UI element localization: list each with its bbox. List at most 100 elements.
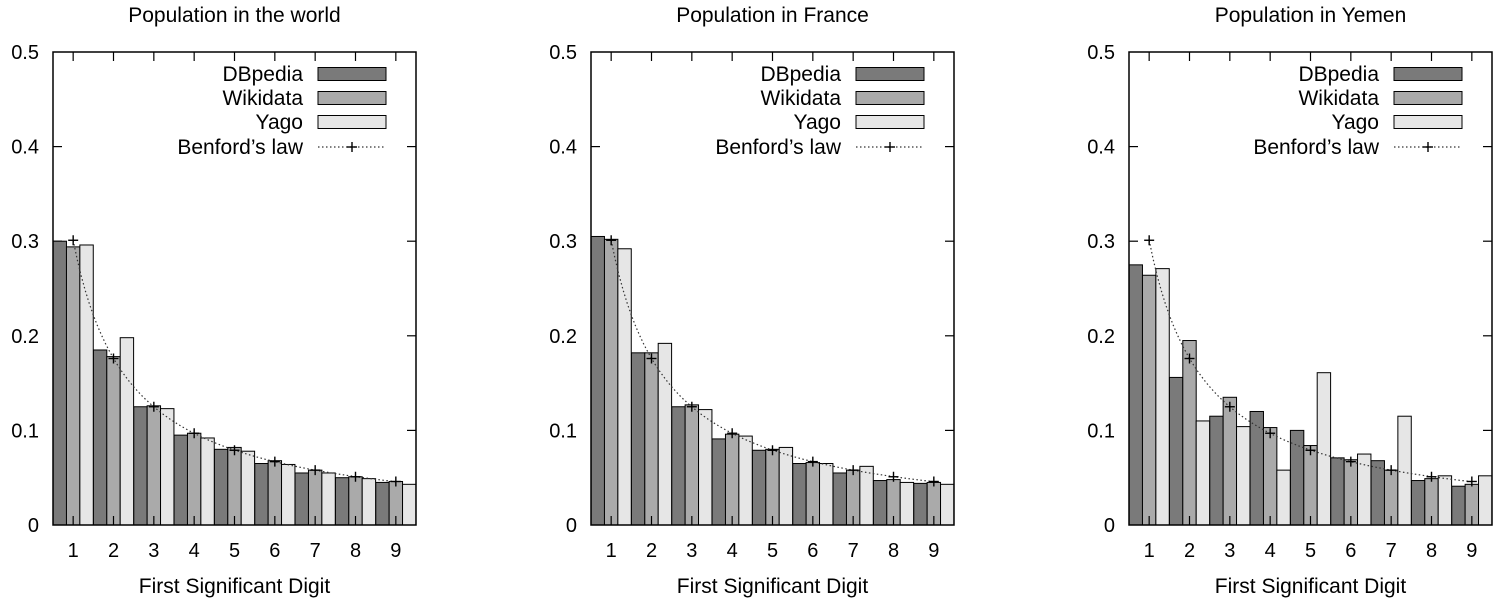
y-tick-label: 0 — [28, 515, 39, 537]
x-tick-label: 3 — [1224, 540, 1235, 562]
benford-point-digit-1 — [606, 235, 617, 246]
bar-dbpedia-digit-6 — [1330, 457, 1345, 526]
bar-dbpedia-digit-4 — [173, 434, 188, 526]
y-tick-label: 0.5 — [1087, 42, 1115, 64]
legend-item-benford: Benford’s law — [177, 136, 386, 159]
plot-frame — [590, 51, 955, 526]
bar-wikidata-digit-3 — [684, 404, 700, 526]
bar-wikidata-digit-4 — [186, 432, 202, 526]
bar-yago-digit-9 — [402, 483, 417, 526]
bar-dbpedia-digit-8 — [872, 480, 888, 526]
benford-point-digit-2 — [108, 353, 119, 364]
x-tick-label: 5 — [1305, 540, 1316, 562]
legend-swatch — [1393, 115, 1463, 129]
benford-point-digit-4 — [1265, 428, 1276, 439]
benford-point-digit-4 — [727, 428, 738, 439]
bar-dbpedia-digit-1 — [1128, 264, 1143, 526]
benford-point-digit-3 — [148, 401, 159, 412]
legend-swatch — [855, 91, 925, 105]
x-axis-label: First Significant Digit — [677, 575, 869, 598]
legend-item-yago: Yago — [1332, 111, 1463, 134]
bar-yago-digit-2 — [119, 337, 135, 526]
x-tick-label: 3 — [686, 540, 697, 562]
bar-yago-digit-6 — [819, 463, 834, 526]
y-tick-label: 0.3 — [549, 231, 577, 253]
x-tick-label: 8 — [888, 540, 899, 562]
y-tick-label: 0.1 — [1087, 420, 1115, 442]
bar-yago-digit-8 — [899, 481, 915, 526]
legend-label: DBpedia — [1298, 63, 1379, 86]
y-tick-label: 0.4 — [11, 137, 39, 159]
benford-point-digit-7 — [848, 465, 859, 476]
y-tick-label: 0.2 — [1087, 326, 1115, 348]
y-tick-label: 0.4 — [1087, 137, 1115, 159]
legend-swatch — [1393, 91, 1463, 105]
y-tick-label: 0.5 — [549, 42, 577, 64]
benford-point-digit-1 — [1144, 235, 1155, 246]
plot-frame — [1128, 51, 1493, 526]
legend-label: DBpedia — [760, 63, 841, 86]
benford-point-digit-2 — [1184, 353, 1195, 364]
x-tick-label: 9 — [1466, 540, 1477, 562]
x-tick-label: 9 — [390, 540, 401, 562]
y-tick-label: 0.5 — [11, 42, 39, 64]
y-tick-label: 0.3 — [1087, 231, 1115, 253]
legend-item-yago: Yago — [256, 111, 387, 134]
bar-dbpedia-digit-9 — [913, 482, 928, 526]
bar-dbpedia-digit-7 — [1370, 460, 1385, 526]
benford-point-digit-7 — [1386, 465, 1397, 476]
legend-item-wikidata: Wikidata — [760, 87, 925, 110]
plot-frame — [52, 51, 417, 526]
bar-yago-digit-5 — [1316, 372, 1332, 526]
chart-title: Population in the world — [128, 4, 340, 27]
bar-dbpedia-digit-6 — [792, 463, 807, 526]
bar-yago-digit-5 — [240, 450, 256, 526]
legend-item-wikidata: Wikidata — [1298, 87, 1463, 110]
bar-yago-digit-3 — [1236, 426, 1251, 526]
bar-wikidata-digit-1 — [1141, 274, 1157, 526]
x-tick-label: 4 — [1265, 540, 1276, 562]
bar-yago-digit-2 — [1195, 420, 1211, 526]
x-tick-label: 6 — [1345, 540, 1356, 562]
bar-yago-digit-4 — [200, 437, 215, 526]
y-tick-label: 0 — [566, 515, 577, 537]
bar-yago-digit-4 — [738, 435, 753, 526]
benford-point-digit-8 — [350, 471, 361, 482]
bar-yago-digit-5 — [778, 446, 794, 526]
benford-point-digit-2 — [646, 353, 657, 364]
x-tick-label: 8 — [350, 540, 361, 562]
benford-point-digit-4 — [189, 428, 200, 439]
x-tick-label: 4 — [727, 540, 738, 562]
bar-yago-digit-3 — [698, 409, 713, 526]
bar-wikidata-digit-6 — [267, 460, 283, 526]
bar-wikidata-digit-5 — [227, 446, 242, 526]
x-tick-label: 1 — [68, 540, 79, 562]
x-tick-label: 2 — [108, 540, 119, 562]
bar-yago-digit-1 — [617, 248, 632, 526]
x-tick-label: 6 — [807, 540, 818, 562]
benford-point-digit-5 — [767, 445, 778, 456]
bar-dbpedia-digit-2 — [630, 352, 646, 526]
bar-wikidata-digit-6 — [805, 462, 821, 526]
legend-label: Yago — [794, 111, 842, 134]
legend-swatch — [1393, 67, 1463, 81]
bar-wikidata-digit-5 — [1303, 445, 1318, 526]
bar-yago-digit-8 — [1437, 475, 1453, 526]
legend-item-dbpedia: DBpedia — [222, 63, 387, 86]
bar-dbpedia-digit-4 — [1249, 410, 1264, 526]
bar-yago-digit-3 — [160, 408, 175, 526]
x-tick-label: 5 — [767, 540, 778, 562]
benford-point-digit-6 — [1345, 456, 1356, 467]
bar-wikidata-digit-1 — [603, 238, 619, 526]
bar-yago-digit-1 — [79, 244, 94, 526]
x-axis-label: First Significant Digit — [139, 575, 331, 598]
bar-yago-digit-6 — [281, 463, 296, 526]
legend-item-benford: Benford’s law — [1253, 136, 1462, 159]
bar-yago-digit-9 — [1478, 475, 1493, 526]
x-axis-label: First Significant Digit — [1215, 575, 1407, 598]
bar-dbpedia-digit-5 — [751, 449, 767, 526]
bar-dbpedia-digit-9 — [1451, 485, 1466, 526]
legend-label: Benford’s law — [1253, 136, 1380, 159]
